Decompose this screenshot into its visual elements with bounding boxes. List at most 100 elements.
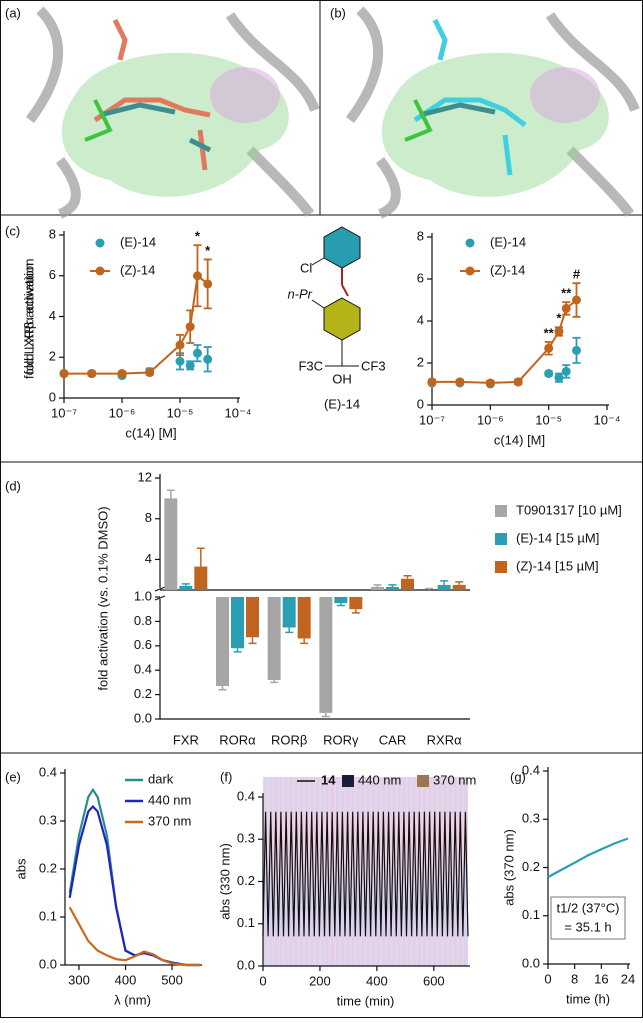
annotation: t1/2 (37°C) (556, 900, 619, 915)
fit-line (64, 273, 209, 375)
y-tick-label: 0.1 (237, 915, 255, 930)
y-tick-label: 0.4 (522, 762, 540, 777)
error-bar (336, 603, 345, 607)
y-tick-label: 0 (49, 389, 56, 404)
x-tick-label: FXR (173, 732, 199, 747)
bar (179, 585, 193, 590)
x-axis-label: λ (nm) (114, 992, 151, 1007)
significance-label: ** (544, 325, 555, 340)
legend-swatch (495, 505, 507, 517)
y-tick-label: 4 (417, 312, 424, 327)
bar (297, 597, 311, 639)
legend-label: (E)-14 (490, 234, 526, 249)
y-tick-label: 0.4 (134, 662, 152, 677)
y-axis-label: abs (330 nm) (217, 843, 232, 920)
y-tick-label: 2 (417, 354, 424, 369)
y-tick-label: 0.8 (134, 613, 152, 628)
y-tick-label: 6 (49, 267, 56, 282)
x-tick-label: 400 (366, 973, 388, 988)
legend-swatch (495, 561, 507, 573)
x-tick-label: CAR (379, 732, 406, 747)
data-point (175, 340, 185, 350)
y-tick-label: 0.3 (237, 831, 255, 846)
panel-label: (a) (5, 5, 21, 20)
data-point (513, 377, 523, 387)
legend-label: 370 nm (148, 813, 191, 828)
x-tick-label: 10⁻⁶ (109, 405, 136, 420)
y-tick-label: 0.2 (134, 686, 152, 701)
x-tick-label: 200 (309, 973, 331, 988)
y-tick-label: 0 (417, 396, 424, 411)
data-point (185, 360, 195, 370)
data-point (544, 343, 554, 353)
atom-label: n-Pr (287, 286, 312, 301)
y-tick-label: 2 (49, 349, 56, 364)
data-line (547, 837, 629, 879)
atom-label: Cl (300, 260, 312, 275)
y-tick-label: 0.0 (237, 957, 255, 972)
y-tick-label: 0.3 (522, 811, 540, 826)
x-tick-label: 10⁻⁷ (51, 405, 77, 420)
data-point (192, 348, 202, 358)
y-axis-label: abs (370 nm) (501, 829, 516, 906)
y-tick-label: 0.0 (522, 955, 540, 970)
data-point (554, 327, 564, 336)
y-tick-label: 0.2 (522, 859, 540, 874)
legend-label: 440 nm (148, 792, 191, 807)
data-point (87, 369, 97, 379)
error-bar (455, 581, 464, 585)
legend-marker (95, 266, 105, 276)
x-tick-label: 400 (115, 972, 137, 987)
legend-label: 370 nm (433, 772, 476, 787)
y-tick-label: 8 (145, 510, 152, 525)
legend-label: T0901317 [10 µM] (516, 502, 622, 517)
legend-swatch (495, 533, 507, 545)
error-bar (388, 584, 397, 587)
annotation: = 35.1 h (564, 919, 611, 934)
bar (319, 597, 333, 713)
data-point (544, 369, 554, 378)
y-tick-label: 0.4 (39, 764, 57, 779)
error-bar (440, 580, 449, 585)
bar (437, 584, 451, 590)
error-bar (181, 583, 190, 586)
bar (216, 597, 229, 687)
data-point (203, 354, 213, 364)
data-point (554, 373, 564, 383)
x-tick-label: 10⁻⁴ (225, 405, 252, 420)
x-tick-label: RORα (219, 732, 256, 747)
legend-label: (E)-14 (120, 234, 156, 249)
y-axis-label: abs (13, 858, 28, 879)
panel-label: (g) (510, 769, 526, 784)
y-tick-label: 6 (417, 270, 424, 285)
panel-label: (e) (5, 769, 21, 784)
bar (231, 597, 244, 649)
error-bar (425, 587, 434, 590)
atom-label: F3C (298, 358, 323, 373)
structure-caption: (E)-14 (324, 396, 360, 411)
error-bar (166, 489, 175, 499)
y-tick-label: 0.0 (39, 956, 57, 971)
legend-label: 14 (321, 772, 336, 787)
y-axis-label: fold LXRβ activation (21, 263, 36, 379)
data-point (455, 377, 465, 387)
chemical-structure: Cl n-Pr F3C CF3 OH (E)-14 (287, 226, 386, 411)
y-axis-label: fold LXRα activation (21, 259, 36, 375)
data-point (571, 345, 581, 355)
data-point (185, 322, 195, 332)
bar (164, 498, 178, 590)
x-tick-label: 10⁻⁵ (535, 412, 562, 427)
legend-marker (465, 238, 475, 248)
data-point (175, 356, 185, 366)
x-tick-label: 10⁻⁷ (419, 412, 445, 427)
bar (194, 566, 208, 590)
x-axis-label: time (min) (337, 993, 395, 1008)
y-tick-label: 0.1 (39, 908, 57, 923)
axis-break (154, 586, 166, 601)
y-tick-label: 12 (138, 469, 152, 484)
y-tick-label: 0.1 (522, 907, 540, 922)
bar (386, 586, 399, 590)
bar (452, 584, 466, 590)
annotation-box (550, 896, 626, 940)
error-bar (270, 679, 279, 684)
